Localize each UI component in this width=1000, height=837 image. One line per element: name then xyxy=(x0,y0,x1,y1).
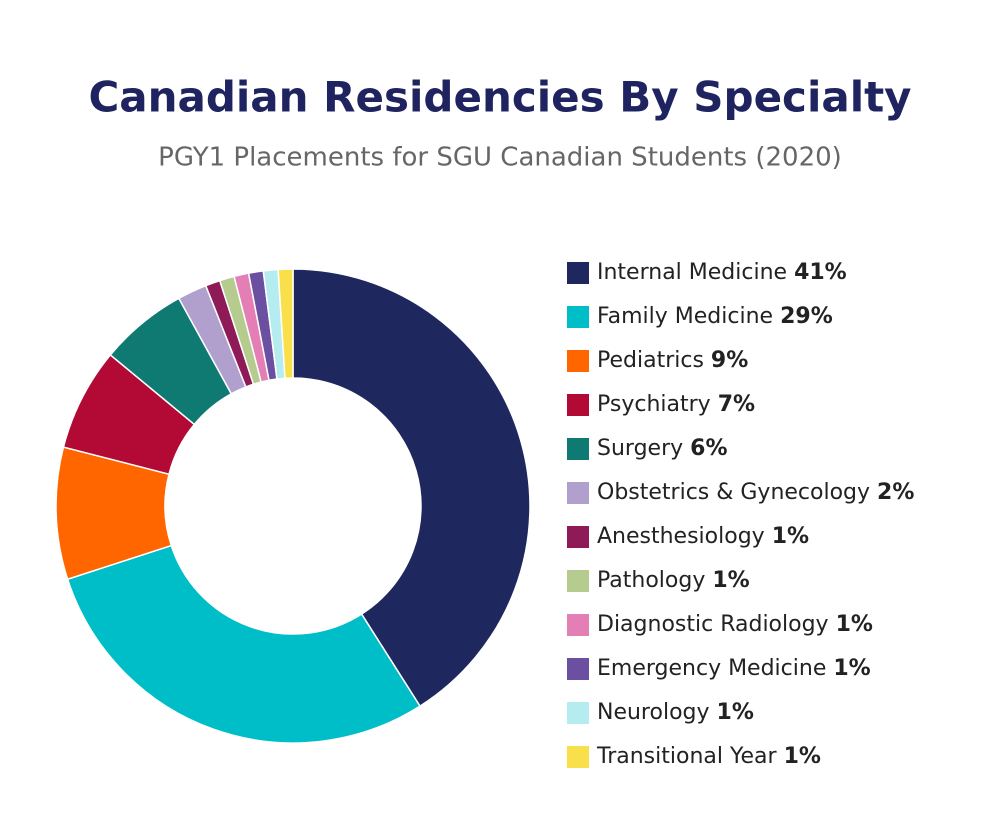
legend-swatch xyxy=(567,482,589,504)
donut-slice xyxy=(66,544,422,744)
donut-slice xyxy=(292,268,531,708)
donut-slice xyxy=(277,268,294,380)
legend-category: Neurology xyxy=(597,700,710,725)
legend-category: Emergency Medicine xyxy=(597,656,826,681)
legend-label: Emergency Medicine 1% xyxy=(597,656,871,681)
legend-label: Neurology 1% xyxy=(597,700,754,725)
legend-swatch xyxy=(567,570,589,592)
legend-swatch xyxy=(567,262,589,284)
legend-label: Anesthesiology 1% xyxy=(597,524,809,549)
legend-label: Pediatrics 9% xyxy=(597,348,748,373)
legend-swatch xyxy=(567,394,589,416)
legend-label: Pathology 1% xyxy=(597,568,750,593)
legend-swatch xyxy=(567,438,589,460)
legend-label: Surgery 6% xyxy=(597,436,728,461)
legend-swatch xyxy=(567,526,589,548)
legend-category: Pediatrics xyxy=(597,348,704,373)
legend-category: Family Medicine xyxy=(597,304,773,329)
legend-category: Psychiatry xyxy=(597,392,711,417)
legend-value: 9% xyxy=(711,348,748,373)
legend-category: Pathology xyxy=(597,568,705,593)
legend-swatch xyxy=(567,306,589,328)
legend-label: Psychiatry 7% xyxy=(597,392,755,417)
legend-label: Obstetrics & Gynecology 2% xyxy=(597,480,914,505)
legend-label: Diagnostic Radiology 1% xyxy=(597,612,873,637)
legend-category: Obstetrics & Gynecology xyxy=(597,480,870,505)
legend-value: 41% xyxy=(794,260,847,285)
legend-label: Family Medicine 29% xyxy=(597,304,833,329)
legend-label: Internal Medicine 41% xyxy=(597,260,847,285)
legend-category: Internal Medicine xyxy=(597,260,787,285)
legend-value: 2% xyxy=(877,480,914,505)
legend-value: 1% xyxy=(772,524,809,549)
legend-category: Anesthesiology xyxy=(597,524,765,549)
legend-category: Transitional Year xyxy=(596,744,778,769)
legend-value: 1% xyxy=(784,744,821,769)
chart-subtitle: PGY1 Placements for SGU Canadian Student… xyxy=(158,143,842,173)
legend-value: 1% xyxy=(833,656,870,681)
legend-swatch xyxy=(567,658,589,680)
legend-value: 1% xyxy=(717,700,754,725)
legend-swatch xyxy=(567,702,589,724)
legend-swatch xyxy=(567,746,589,768)
legend-value: 1% xyxy=(712,568,749,593)
legend-swatch xyxy=(567,350,589,372)
legend-value: 7% xyxy=(718,392,755,417)
legend-category: Diagnostic Radiology xyxy=(597,612,829,637)
chart-title: Canadian Residencies By Specialty xyxy=(88,73,911,122)
legend-swatch xyxy=(567,614,589,636)
legend-value: 1% xyxy=(836,612,873,637)
legend-value: 6% xyxy=(690,436,727,461)
legend-value: 29% xyxy=(780,304,833,329)
legend-category: Surgery xyxy=(597,436,683,461)
legend-label: Transitional Year 1% xyxy=(596,744,821,769)
